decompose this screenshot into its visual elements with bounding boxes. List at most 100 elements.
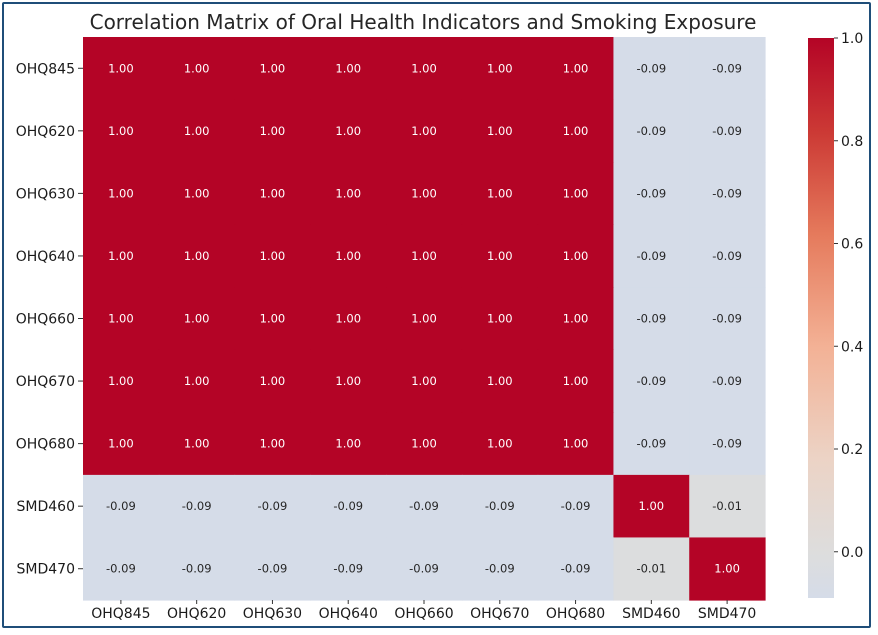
heatmap-cell-value: 1.00 xyxy=(335,249,361,263)
heatmap-cell xyxy=(689,287,766,351)
heatmap-cell xyxy=(613,349,690,413)
heatmap-cell-value: -0.09 xyxy=(636,186,666,200)
heatmap-cell-value: -0.09 xyxy=(636,61,666,75)
heatmap-cell-value: 1.00 xyxy=(487,186,513,200)
heatmap-cell-value: 1.00 xyxy=(108,249,134,263)
colorbar-tick-label: 1.0 xyxy=(841,31,863,47)
heatmap-cell xyxy=(537,537,615,601)
column-tick-label: SMD470 xyxy=(698,606,756,622)
heatmap-cell xyxy=(461,349,539,413)
heatmap-cell xyxy=(234,474,311,539)
heatmap-cell xyxy=(158,37,236,101)
heatmap-cell xyxy=(461,412,539,476)
heatmap-cell-value: -0.09 xyxy=(712,186,742,200)
heatmap-cells xyxy=(83,37,766,601)
heatmap-cell xyxy=(234,37,311,101)
heatmap-cell-value: 1.00 xyxy=(184,312,210,326)
heatmap-cell-value: 1.00 xyxy=(335,186,361,200)
heatmap-cell xyxy=(310,224,387,288)
heatmap-cell xyxy=(83,224,160,288)
heatmap-cell-value: 1.00 xyxy=(563,124,589,138)
heatmap-cell-value: 1.00 xyxy=(487,437,513,451)
heatmap-cell-value: 1.00 xyxy=(184,249,210,263)
heatmap-cell xyxy=(310,474,387,539)
heatmap-cell-value: 1.00 xyxy=(411,312,437,326)
heatmap-cell xyxy=(83,412,160,476)
heatmap-cell-value: -0.09 xyxy=(561,562,591,576)
colorbar-tick-label: 0.6 xyxy=(841,237,863,253)
colorbar: 0.0 0.2 0.4 0.6 0.8 1.0 xyxy=(808,31,863,598)
heatmap-cell-value: 1.00 xyxy=(563,437,589,451)
colorbar-tick-label: 0.2 xyxy=(841,442,863,458)
heatmap-cell-value: -0.09 xyxy=(712,61,742,75)
heatmap-cell-value: -0.09 xyxy=(409,562,439,576)
heatmap-cell xyxy=(386,412,463,476)
heatmap-cell xyxy=(83,287,160,351)
heatmap-cell xyxy=(461,37,539,101)
heatmap-cell xyxy=(386,99,463,163)
heatmap-cell-value: 1.00 xyxy=(260,61,286,75)
heatmap-cell xyxy=(158,224,236,288)
heatmap-cell xyxy=(234,412,311,476)
heatmap-cell xyxy=(537,99,615,163)
colorbar-gradient xyxy=(808,38,834,598)
heatmap-cell-value: -0.09 xyxy=(636,124,666,138)
heatmap-cell xyxy=(613,474,690,539)
colorbar-tick-label: 0.8 xyxy=(841,134,863,150)
heatmap-cell xyxy=(461,224,539,288)
row-tick-label: OHQ620 xyxy=(16,124,75,140)
heatmap-cell-value: -0.09 xyxy=(258,562,288,576)
heatmap-cell xyxy=(689,37,766,101)
heatmap-cell-value: 1.00 xyxy=(639,499,665,513)
heatmap-cell-value: 1.00 xyxy=(108,186,134,200)
heatmap-cell xyxy=(689,162,766,226)
heatmap-cell xyxy=(386,162,463,226)
heatmap-cell xyxy=(83,37,160,101)
heatmap-cell-value: 1.00 xyxy=(487,249,513,263)
heatmap-cell-value: 1.00 xyxy=(487,61,513,75)
heatmap-cell xyxy=(689,537,766,601)
heatmap-cell-value: 1.00 xyxy=(108,61,134,75)
heatmap-cell-value: 1.00 xyxy=(260,249,286,263)
row-tick-label: OHQ630 xyxy=(16,186,75,202)
heatmap-cell xyxy=(537,37,615,101)
heatmap-cell xyxy=(158,162,236,226)
heatmap-cell xyxy=(689,224,766,288)
chart-title: Correlation Matrix of Oral Health Indica… xyxy=(90,10,757,34)
heatmap-cell xyxy=(158,412,236,476)
heatmap-cell xyxy=(537,349,615,413)
heatmap-cell-value: -0.09 xyxy=(712,312,742,326)
heatmap-cell xyxy=(234,224,311,288)
colorbar-tick-label: 0.4 xyxy=(841,339,863,355)
column-tick-label: OHQ640 xyxy=(319,606,378,622)
heatmap-cell xyxy=(83,349,160,413)
heatmap-cell-value: 1.00 xyxy=(411,124,437,138)
heatmap-cell xyxy=(613,412,690,476)
heatmap-cell-value: 1.00 xyxy=(184,61,210,75)
row-tick-label: SMD470 xyxy=(17,562,75,578)
heatmap-cell-value: -0.09 xyxy=(712,249,742,263)
heatmap-cell-value: -0.09 xyxy=(182,499,212,513)
heatmap-cell xyxy=(158,349,236,413)
heatmap-cell-value: 1.00 xyxy=(411,186,437,200)
heatmap-cell-value: 1.00 xyxy=(184,374,210,388)
heatmap-cell-value: -0.09 xyxy=(182,562,212,576)
heatmap-cell xyxy=(537,224,615,288)
heatmap-cell xyxy=(461,162,539,226)
heatmap-cell xyxy=(158,537,236,601)
heatmap-cell-value: 1.00 xyxy=(335,437,361,451)
heatmap-cell xyxy=(310,287,387,351)
heatmap-cell xyxy=(386,224,463,288)
heatmap-cell xyxy=(461,99,539,163)
heatmap-cell xyxy=(310,99,387,163)
heatmap-cell-value: 1.00 xyxy=(563,249,589,263)
heatmap-cell xyxy=(83,474,160,539)
heatmap-cell xyxy=(386,37,463,101)
heatmap-cell-value: 1.00 xyxy=(260,124,286,138)
heatmap-cell xyxy=(537,412,615,476)
heatmap-cell xyxy=(386,537,463,601)
heatmap-cell-value: -0.09 xyxy=(333,562,363,576)
heatmap-cell-value: -0.09 xyxy=(712,124,742,138)
heatmap-cell xyxy=(537,474,615,539)
